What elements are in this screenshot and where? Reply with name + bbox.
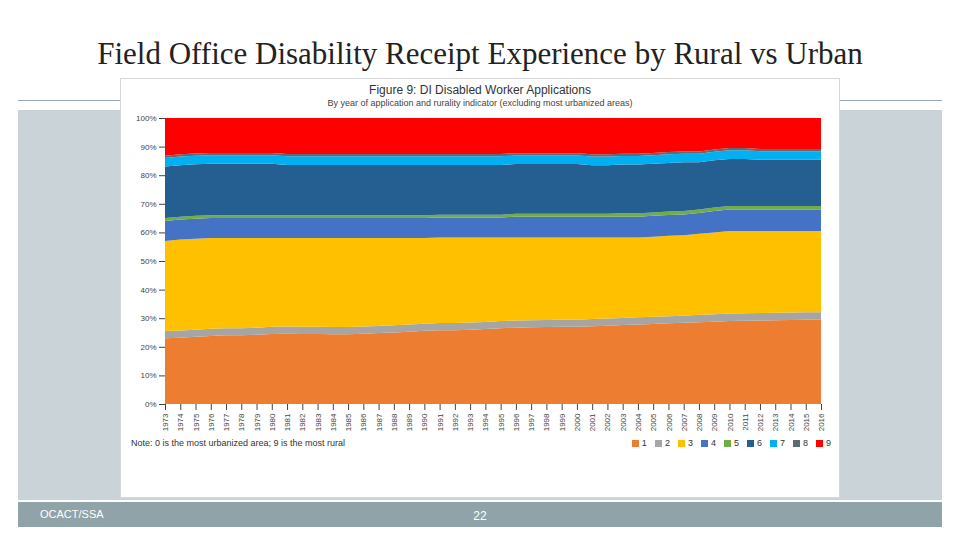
svg-text:2009: 2009 — [710, 413, 719, 431]
html-text:3: 3 — [687, 438, 693, 448]
svg-text:1989: 1989 — [405, 413, 414, 431]
html-text:5: 5 — [733, 438, 739, 448]
svg-text:1996: 1996 — [512, 413, 521, 431]
svg-text:2005: 2005 — [649, 413, 658, 431]
svg-text:1979: 1979 — [253, 413, 262, 431]
svg-text:100%: 100% — [136, 114, 156, 123]
svg-text:1975: 1975 — [192, 413, 201, 431]
svg-text:2001: 2001 — [588, 413, 597, 431]
svg-text:60%: 60% — [140, 228, 156, 237]
svg-text:2012: 2012 — [756, 413, 765, 431]
svg-text:1987: 1987 — [375, 413, 384, 431]
html-text:Figure 9: DI Disabled Worker A: Figure 9: DI Disabled Worker Application… — [369, 83, 591, 97]
html-text:2: 2 — [664, 438, 670, 448]
svg-text:1991: 1991 — [436, 413, 445, 431]
svg-text:2014: 2014 — [787, 413, 796, 431]
html-text:6: 6 — [756, 438, 762, 448]
svg-text:2000: 2000 — [573, 413, 582, 431]
svg-text:2002: 2002 — [603, 413, 612, 431]
svg-text:1999: 1999 — [558, 413, 567, 431]
svg-text:1982: 1982 — [298, 413, 307, 431]
svg-text:2011: 2011 — [741, 413, 750, 431]
html-text:1: 1 — [641, 438, 647, 448]
svg-text:1984: 1984 — [329, 413, 338, 431]
svg-text:10%: 10% — [140, 371, 156, 380]
svg-text:30%: 30% — [140, 314, 156, 323]
svg-text:2013: 2013 — [771, 413, 780, 431]
svg-text:2007: 2007 — [680, 413, 689, 431]
html-text:7: 7 — [780, 438, 785, 448]
svg-text:2010: 2010 — [726, 413, 735, 431]
svg-text:1976: 1976 — [207, 413, 216, 431]
svg-text:1978: 1978 — [237, 413, 246, 431]
svg-text:20%: 20% — [140, 343, 156, 352]
svg-text:2003: 2003 — [619, 413, 628, 431]
svg-text:1994: 1994 — [481, 413, 490, 431]
html-text:4: 4 — [710, 438, 716, 448]
html-text:Note: 0 is the most urbanized: Note: 0 is the most urbanized area; 9 is… — [131, 438, 346, 448]
html-text:Field Office Disability Receip: Field Office Disability Receipt Experien… — [97, 36, 863, 71]
html-text:9: 9 — [826, 438, 831, 448]
svg-text:2006: 2006 — [665, 413, 674, 431]
svg-text:70%: 70% — [140, 200, 156, 209]
svg-text:1988: 1988 — [390, 413, 399, 431]
html-text:By year of application and rur: By year of application and rurality indi… — [327, 98, 633, 108]
svg-text:1980: 1980 — [268, 413, 277, 431]
svg-text:80%: 80% — [140, 171, 156, 180]
svg-text:1983: 1983 — [314, 413, 323, 431]
html-text:22: 22 — [473, 509, 487, 523]
svg-text:2008: 2008 — [695, 413, 704, 431]
svg-text:1974: 1974 — [176, 413, 185, 431]
svg-text:50%: 50% — [140, 257, 156, 266]
svg-text:2015: 2015 — [802, 413, 811, 431]
svg-text:1998: 1998 — [542, 413, 551, 431]
svg-text:1986: 1986 — [359, 413, 368, 431]
svg-text:1995: 1995 — [497, 413, 506, 431]
svg-text:1990: 1990 — [420, 413, 429, 431]
svg-text:2004: 2004 — [634, 413, 643, 431]
svg-text:1973: 1973 — [161, 413, 170, 431]
svg-text:1992: 1992 — [451, 413, 460, 431]
svg-text:1977: 1977 — [222, 413, 231, 431]
svg-text:1981: 1981 — [283, 413, 292, 431]
svg-text:0%: 0% — [145, 400, 157, 409]
html-text:8: 8 — [803, 438, 808, 448]
svg-text:1997: 1997 — [527, 413, 536, 431]
svg-text:1985: 1985 — [344, 413, 353, 431]
svg-text:2016: 2016 — [817, 413, 826, 431]
svg-text:90%: 90% — [140, 143, 156, 152]
html-text:OCACT/SSA: OCACT/SSA — [40, 508, 104, 520]
svg-text:40%: 40% — [140, 286, 156, 295]
svg-text:1993: 1993 — [466, 413, 475, 431]
